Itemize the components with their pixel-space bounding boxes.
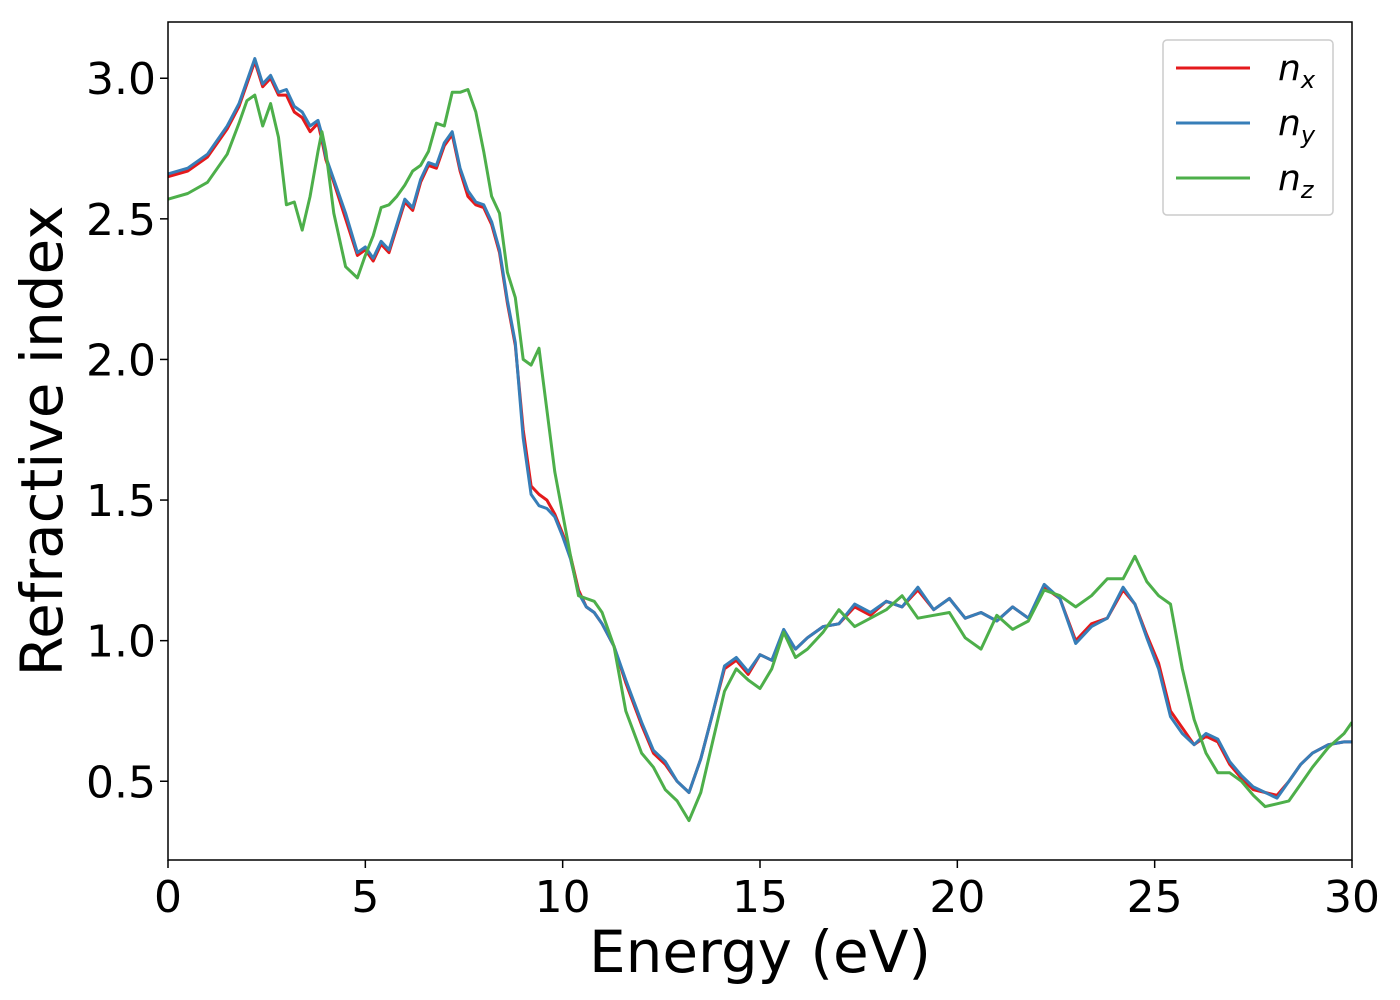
series-line-y [168, 57, 1352, 800]
y-tick-label: 0.5 [86, 757, 156, 808]
x-axis-label: Energy (eV) [589, 918, 931, 986]
x-tick-label: 30 [1324, 872, 1380, 923]
x-tick-label: 5 [351, 872, 379, 923]
y-tick-label: 2.5 [86, 195, 156, 246]
x-tick-label: 25 [1127, 872, 1183, 923]
x-tick-label: 0 [154, 872, 182, 923]
series-line-z [168, 88, 1352, 823]
y-tick-label: 3.0 [86, 54, 156, 105]
y-tick-label: 1.5 [86, 476, 156, 527]
y-axis: 0.5 1.0 1.5 2.0 2.5 3.0 [86, 54, 168, 808]
series-layer [168, 57, 1352, 823]
x-tick-label: 10 [535, 872, 591, 923]
y-tick-label: 1.0 [86, 617, 156, 668]
x-tick-label: 15 [732, 872, 788, 923]
x-axis: 0 5 10 15 20 25 30 [154, 860, 1380, 923]
legend-frame [1162, 39, 1334, 216]
x-tick-label: 20 [929, 872, 985, 923]
y-axis-label: Refractive index [8, 205, 76, 676]
y-tick-label: 2.0 [86, 335, 156, 386]
